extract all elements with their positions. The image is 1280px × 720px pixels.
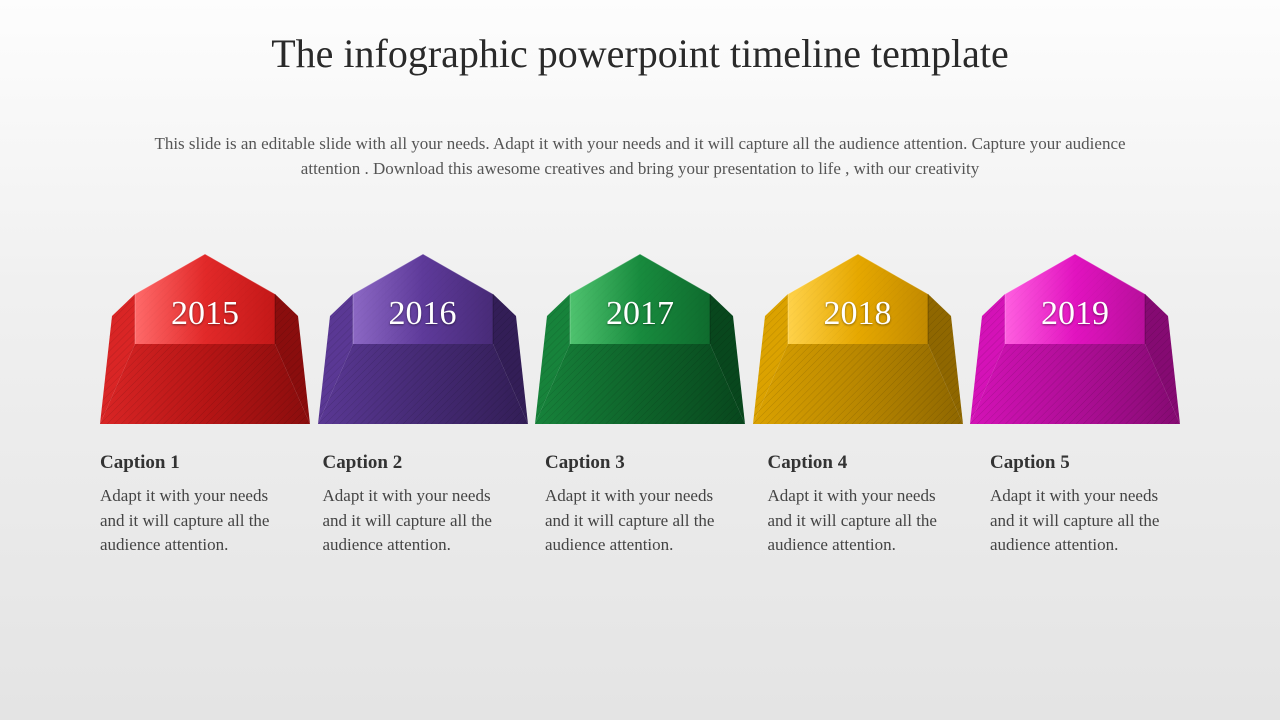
caption-text: Adapt it with your needs and it will cap…	[990, 484, 1180, 558]
timeline-block: 2015	[100, 254, 310, 424]
caption-title: Caption 1	[100, 452, 290, 474]
caption-text: Adapt it with your needs and it will cap…	[768, 484, 958, 558]
caption-text: Adapt it with your needs and it will cap…	[100, 484, 290, 558]
timeline-block: 2018	[753, 254, 963, 424]
caption-title: Caption 5	[990, 452, 1180, 474]
timeline-year: 2018	[753, 295, 963, 333]
caption-text: Adapt it with your needs and it will cap…	[545, 484, 735, 558]
timeline-year: 2019	[970, 295, 1180, 333]
page-title: The infographic powerpoint timeline temp…	[0, 30, 1280, 77]
caption-block: Caption 1 Adapt it with your needs and it…	[100, 452, 290, 558]
timeline-block: 2017	[535, 254, 745, 424]
caption-title: Caption 3	[545, 452, 735, 474]
caption-block: Caption 5 Adapt it with your needs and it…	[990, 452, 1180, 558]
timeline-block: 2019	[970, 254, 1180, 424]
caption-title: Caption 4	[768, 452, 958, 474]
caption-text: Adapt it with your needs and it will cap…	[323, 484, 513, 558]
caption-block: Caption 4 Adapt it with your needs and it…	[768, 452, 958, 558]
timeline-block: 2016	[318, 254, 528, 424]
timeline-year: 2016	[318, 295, 528, 333]
caption-title: Caption 2	[323, 452, 513, 474]
timeline-row: 2015	[100, 254, 1180, 424]
caption-block: Caption 3 Adapt it with your needs and it…	[545, 452, 735, 558]
slide: The infographic powerpoint timeline temp…	[0, 0, 1280, 720]
timeline-year: 2017	[535, 295, 745, 333]
caption-block: Caption 2 Adapt it with your needs and it…	[323, 452, 513, 558]
timeline-year: 2015	[100, 295, 310, 333]
captions-row: Caption 1 Adapt it with your needs and it…	[100, 452, 1180, 558]
page-subtitle: This slide is an editable slide with all…	[150, 132, 1130, 181]
